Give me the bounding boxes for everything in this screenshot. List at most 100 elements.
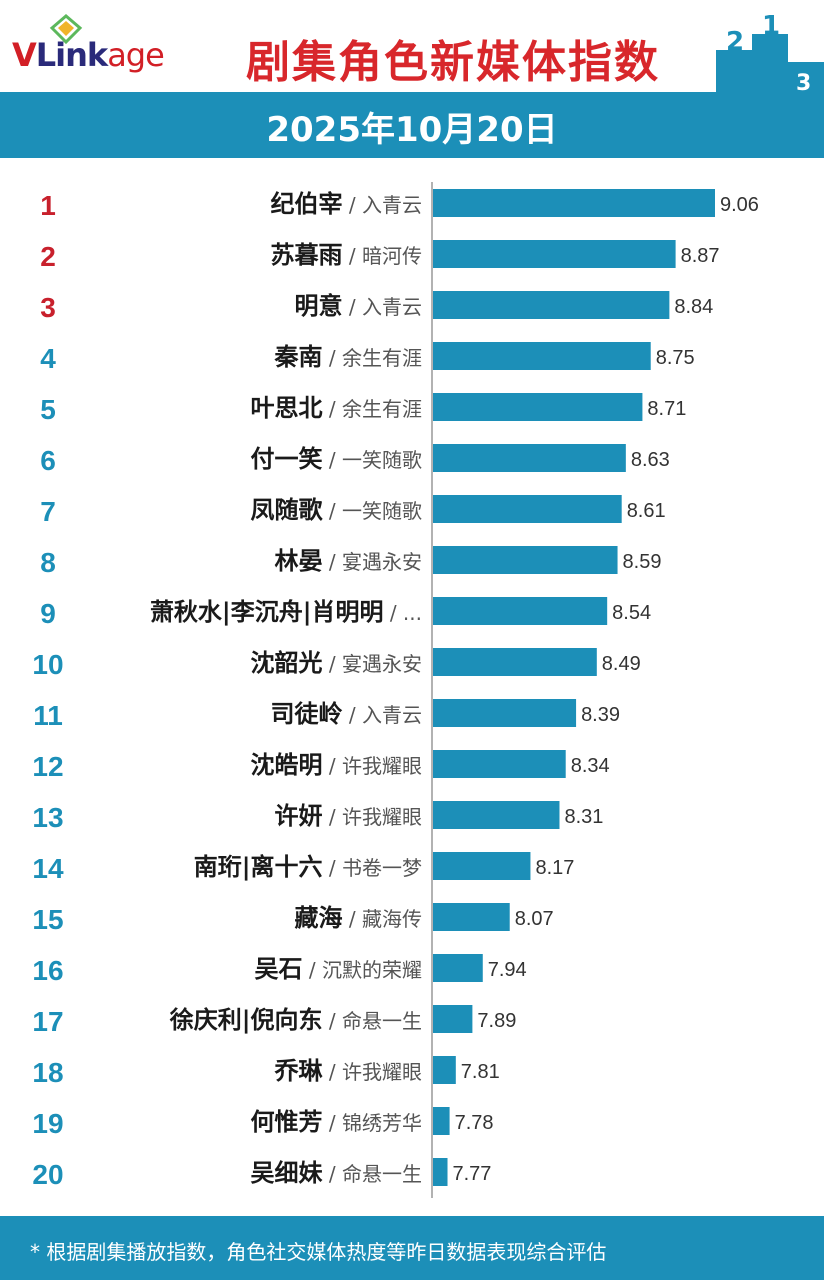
bar	[433, 852, 531, 880]
show-name: / 宴遇永安	[323, 550, 422, 574]
footer-band: * 根据剧集播放指数，角色社交媒体热度等昨日数据表现综合评估	[0, 1216, 824, 1280]
bar	[433, 342, 651, 370]
value-label: 8.07	[515, 908, 554, 930]
value-label: 8.39	[581, 704, 620, 726]
category-label: 苏暮雨 / 暗河传	[271, 241, 422, 269]
category-label: 萧秋水|李沉舟|肖明明 / ...	[150, 598, 422, 626]
category-label: 藏海 / 藏海传	[295, 904, 422, 932]
value-label: 8.84	[674, 296, 713, 318]
category-label: 何惟芳 / 锦绣芳华	[251, 1108, 422, 1136]
show-name: / 许我耀眼	[323, 805, 422, 829]
character-name: 许妍	[275, 802, 323, 830]
rank-label: 3	[40, 292, 56, 323]
bar	[433, 444, 626, 472]
bar	[433, 240, 676, 268]
character-name: 吴石	[255, 955, 303, 983]
bar	[433, 546, 618, 574]
show-name: / 许我耀眼	[323, 1060, 422, 1084]
podium-icon: 2 1 3	[716, 14, 824, 92]
character-name: 吴细妹	[251, 1159, 323, 1187]
bar	[433, 393, 643, 421]
value-label: 8.75	[656, 347, 695, 369]
character-name: 付一笑	[251, 445, 323, 473]
character-name: 南珩|离十六	[194, 853, 323, 881]
rank-label: 16	[32, 955, 63, 986]
vlinkage-logo: VLinkage	[12, 36, 165, 74]
value-label: 8.31	[564, 806, 603, 828]
rank-label: 17	[32, 1006, 63, 1037]
value-label: 8.87	[681, 245, 720, 267]
bar	[433, 1158, 448, 1186]
bar	[433, 495, 622, 523]
rank-label: 8	[40, 547, 56, 578]
category-label: 凤随歌 / 一笑随歌	[251, 496, 422, 524]
bar	[433, 1107, 450, 1135]
show-name: / 入青云	[343, 703, 422, 727]
character-name: 藏海	[295, 904, 343, 932]
bar	[433, 750, 566, 778]
date-label: 2025年10月20日	[266, 110, 558, 150]
category-label: 乔琳 / 许我耀眼	[274, 1057, 422, 1085]
rank-label: 18	[32, 1057, 63, 1088]
date-band: 2025年10月20日	[0, 92, 824, 158]
show-name: / 余生有涯	[323, 346, 422, 370]
value-label: 8.59	[623, 551, 662, 573]
rank-label: 12	[32, 751, 63, 782]
rank-label: 4	[40, 343, 56, 374]
value-label: 9.06	[720, 194, 759, 216]
character-name: 沈韶光	[251, 649, 323, 677]
category-label: 叶思北 / 余生有涯	[251, 394, 422, 422]
show-name: / 入青云	[343, 193, 422, 217]
category-label: 林晏 / 宴遇永安	[275, 547, 422, 575]
category-label: 秦南 / 余生有涯	[274, 343, 422, 371]
category-label: 司徒岭 / 入青云	[271, 700, 422, 728]
value-label: 8.49	[602, 653, 641, 675]
show-name: / 宴遇永安	[323, 652, 422, 676]
show-name: / 锦绣芳华	[323, 1111, 422, 1135]
character-name: 苏暮雨	[271, 241, 343, 269]
rank-label: 20	[32, 1159, 63, 1190]
character-name: 司徒岭	[271, 700, 343, 728]
show-name: / 命悬一生	[323, 1009, 422, 1033]
value-label: 8.34	[571, 755, 610, 777]
character-name: 何惟芳	[251, 1108, 323, 1136]
category-label: 明意 / 入青云	[295, 292, 422, 320]
category-label: 徐庆利|倪向东 / 命悬一生	[169, 1006, 422, 1034]
value-label: 7.77	[453, 1163, 492, 1185]
character-name: 凤随歌	[251, 496, 324, 524]
value-label: 8.61	[627, 500, 666, 522]
character-name: 叶思北	[251, 394, 323, 422]
logo-mark-icon	[49, 14, 83, 45]
page-title: 剧集角色新媒体指数	[246, 37, 660, 88]
show-name: / 暗河传	[343, 244, 422, 268]
category-label: 南珩|离十六 / 书卷一梦	[194, 853, 422, 881]
bar	[433, 1005, 473, 1033]
value-label: 7.94	[488, 959, 527, 981]
character-name: 乔琳	[274, 1057, 324, 1085]
character-name: 萧秋水|李沉舟|肖明明	[150, 598, 384, 626]
bar	[433, 648, 597, 676]
rank-label: 11	[33, 700, 63, 731]
podium-digit: 3	[796, 71, 811, 92]
value-label: 7.89	[477, 1010, 516, 1032]
podium-digit: 2	[726, 27, 744, 57]
category-label: 吴石 / 沉默的荣耀	[255, 955, 422, 983]
show-name: / 沉默的荣耀	[303, 958, 422, 982]
rank-label: 6	[40, 445, 56, 476]
show-name: / 余生有涯	[323, 397, 422, 421]
rank-label: 10	[32, 649, 63, 680]
show-name: / 一笑随歌	[323, 448, 422, 472]
bar	[433, 291, 670, 319]
bar	[433, 801, 560, 829]
value-label: 8.63	[631, 449, 670, 471]
show-name: / 书卷一梦	[323, 856, 422, 880]
category-label: 沈皓明 / 许我耀眼	[251, 751, 422, 779]
rank-label: 1	[40, 190, 56, 221]
category-label: 吴细妹 / 命悬一生	[251, 1159, 422, 1187]
value-label: 7.78	[455, 1112, 494, 1134]
category-label: 纪伯宰 / 入青云	[271, 190, 422, 218]
character-name: 纪伯宰	[271, 190, 343, 218]
rank-label: 5	[40, 394, 56, 425]
value-label: 8.71	[647, 398, 686, 420]
